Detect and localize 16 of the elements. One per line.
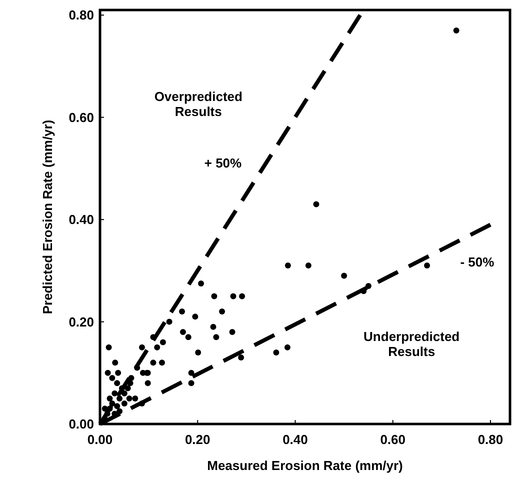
- x-tick-label: 0.20: [184, 432, 210, 447]
- annotation: - 50%: [460, 254, 495, 270]
- x-tick-label: 0.00: [87, 432, 113, 447]
- y-tick-label: 0.00: [68, 416, 94, 432]
- y-tick-label: 0.60: [68, 110, 94, 125]
- annotation: Overpredicted Results: [154, 89, 243, 120]
- y-axis-title: Predicted Erosion Rate (mm/yr): [40, 120, 55, 314]
- x-tick-label: 0.80: [478, 432, 504, 447]
- x-tick-label: 0.40: [282, 432, 308, 447]
- y-tick-label: 0.80: [68, 8, 94, 23]
- y-tick-label: 0.40: [68, 212, 94, 228]
- annotation: + 50%: [204, 155, 242, 170]
- annotation: Underpredicted Results: [364, 329, 460, 360]
- x-axis-title: Measured Erosion Rate (mm/yr): [207, 458, 403, 473]
- x-tick-label: 0.60: [380, 432, 406, 447]
- y-tick-label: 0.20: [68, 314, 94, 330]
